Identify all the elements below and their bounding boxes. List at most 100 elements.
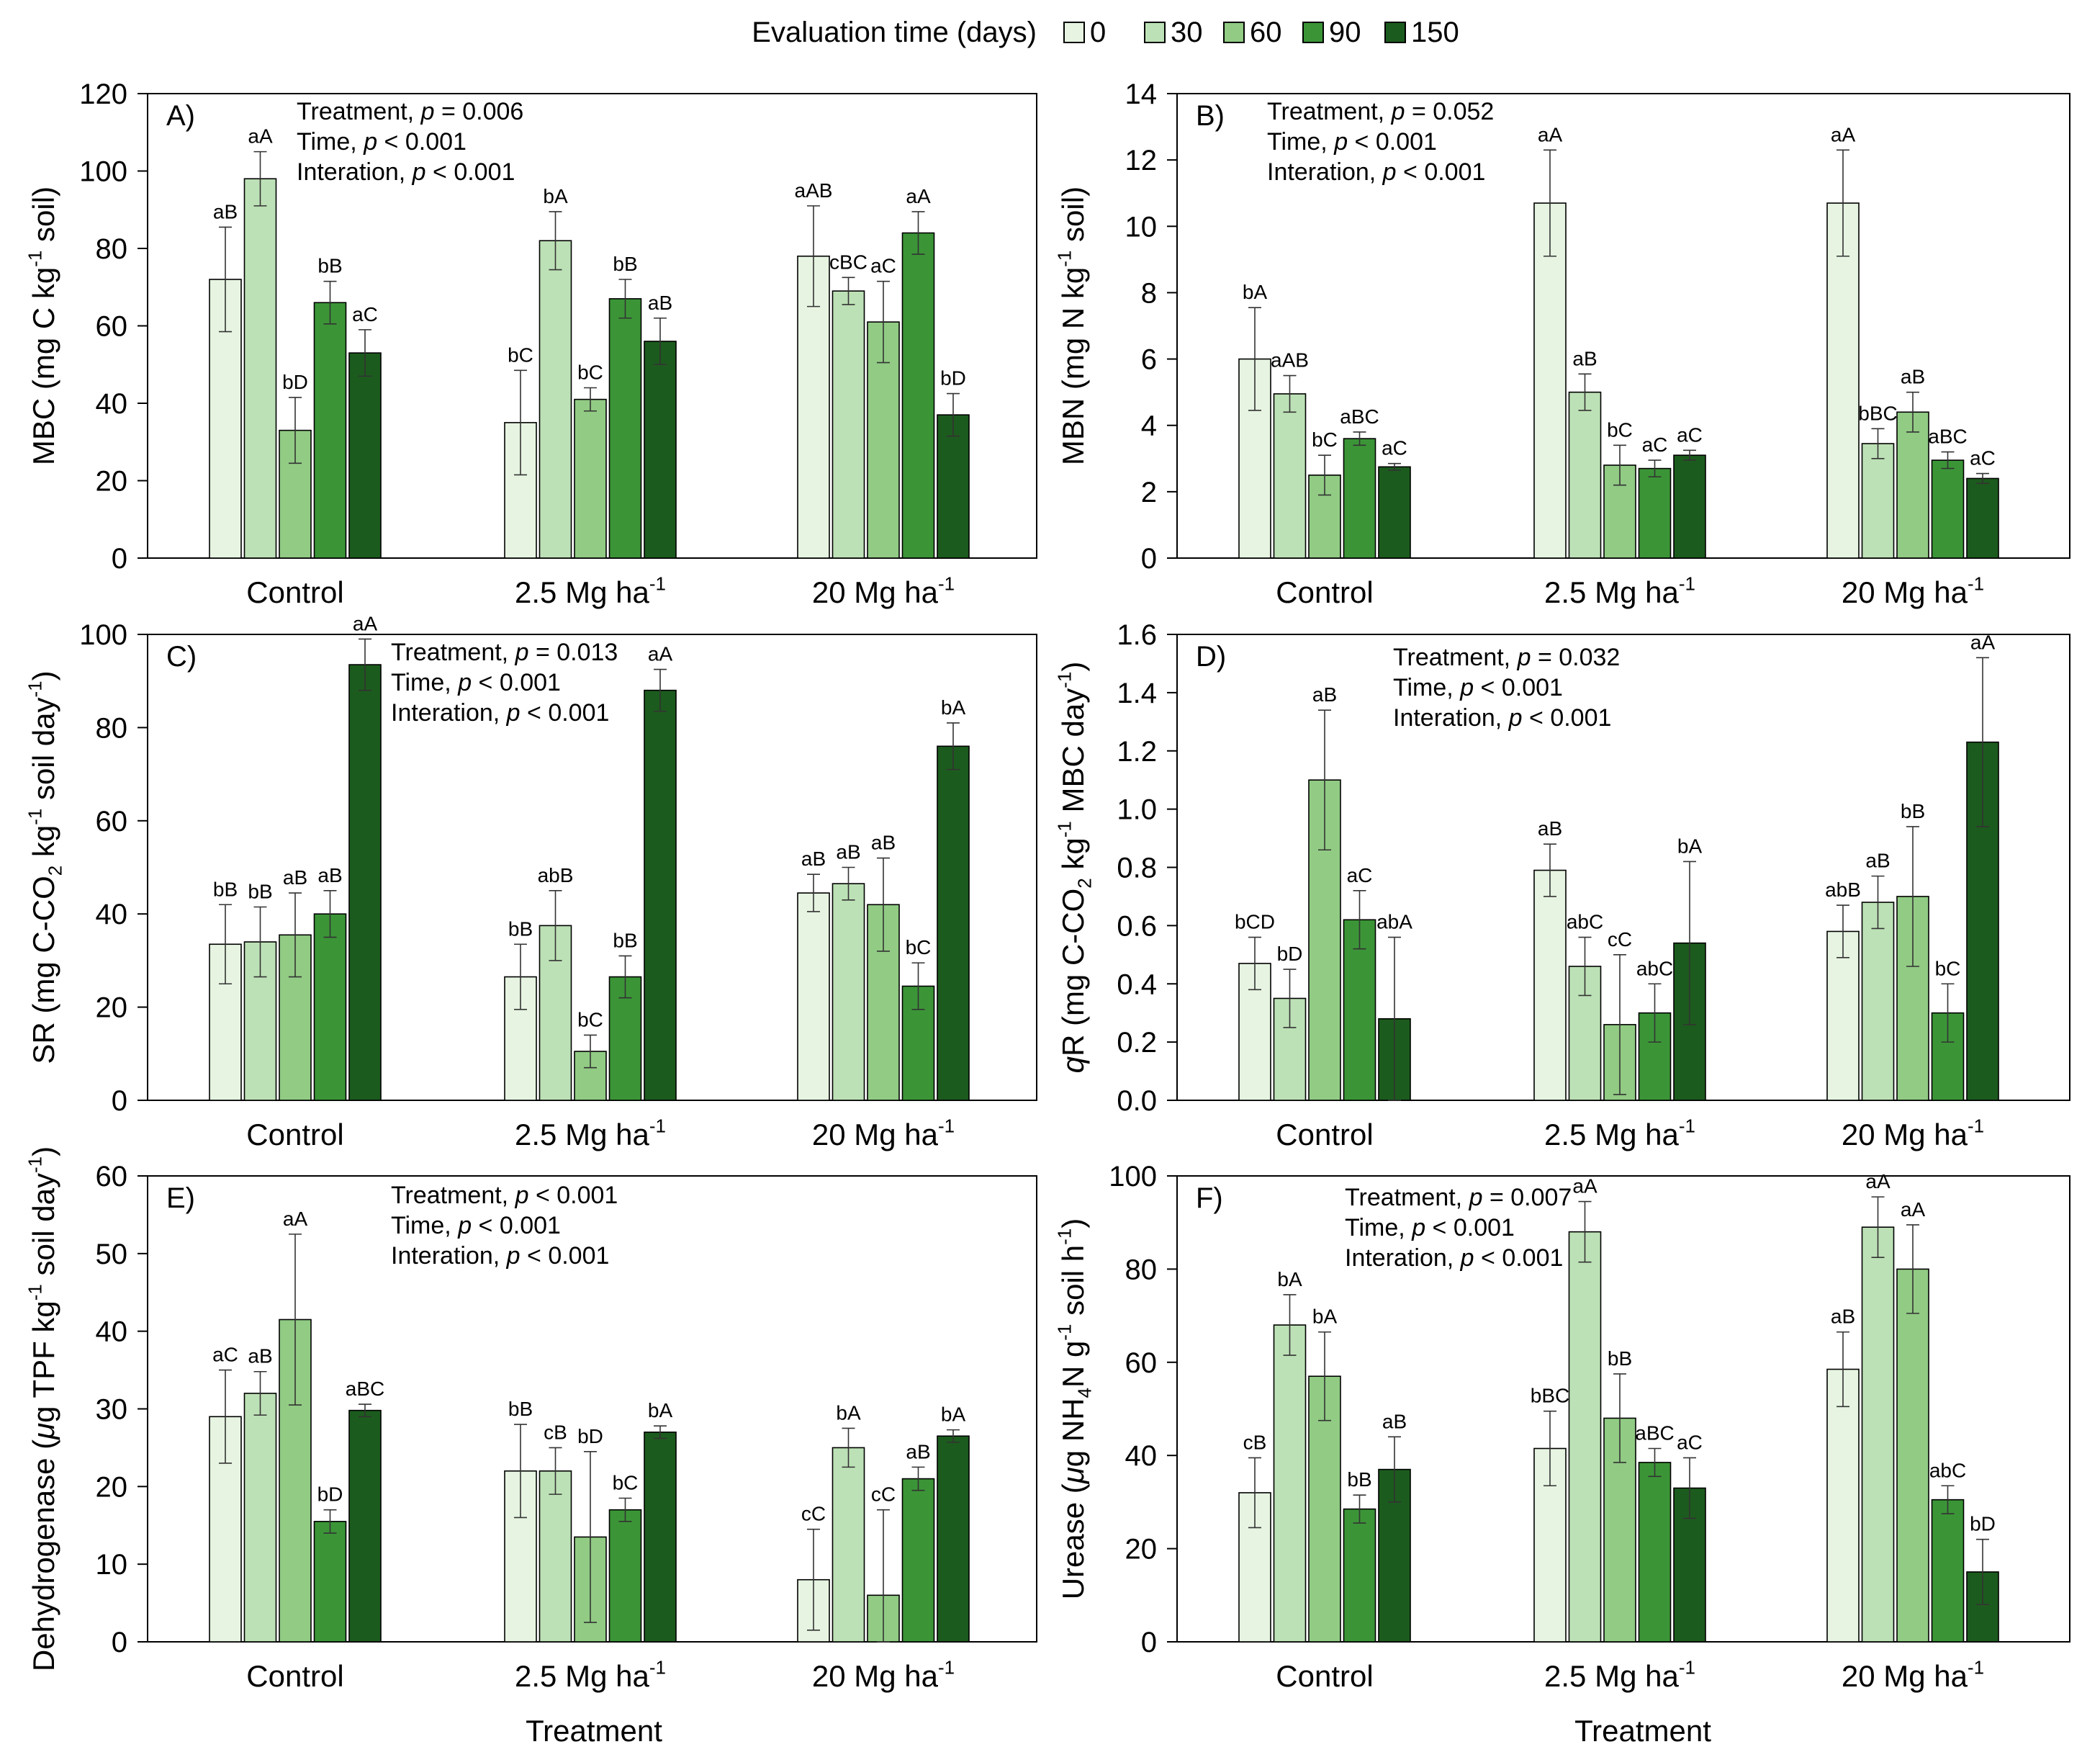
category-label: 20 Mg ha-1 bbox=[812, 572, 955, 609]
bar bbox=[608, 1509, 642, 1643]
y-tick-label: 20 bbox=[96, 466, 128, 498]
legend-title: Evaluation time (days) bbox=[752, 17, 1037, 48]
y-axis-label: Dehydrogenase (μg TPF kg-1 soil day-1) bbox=[24, 1146, 60, 1671]
significance-letter: abC bbox=[1636, 957, 1673, 979]
bar bbox=[1638, 1462, 1672, 1643]
significance-letter: aA bbox=[248, 125, 273, 148]
legend-swatch-60 bbox=[1223, 22, 1245, 43]
legend-label-150: 150 bbox=[1411, 17, 1459, 48]
bar bbox=[538, 1470, 572, 1643]
significance-letter: aA bbox=[283, 1208, 308, 1230]
legend-swatch-150 bbox=[1384, 22, 1406, 43]
panel-A: 0 20 40 60 80 100 120 MBC (mg C kg-1 soil) A) Tre… bbox=[24, 78, 1037, 609]
x-axis-title-left: Treatment bbox=[526, 1714, 662, 1748]
y-tick-label: 6 bbox=[1141, 344, 1157, 376]
significance-letter: aB bbox=[213, 200, 238, 223]
y-tick-label: 0.4 bbox=[1117, 969, 1157, 1000]
bar bbox=[574, 398, 607, 559]
stats-line: Time, p < 0.001 bbox=[391, 669, 561, 696]
significance-letter: bA bbox=[1312, 1306, 1338, 1328]
stats-line: Interation, p < 0.001 bbox=[1267, 158, 1485, 186]
y-tick-label: 20 bbox=[96, 1471, 128, 1503]
y-tick-label: 40 bbox=[1125, 1440, 1158, 1472]
y-tick-label: 20 bbox=[96, 992, 128, 1024]
significance-letter: bD bbox=[1277, 943, 1303, 965]
stats-line: Treatment, p = 0.032 bbox=[1393, 644, 1620, 671]
significance-letter: cBC bbox=[829, 251, 868, 273]
significance-letter: bD bbox=[282, 371, 308, 393]
category-label: 20 Mg ha-1 bbox=[812, 1115, 955, 1151]
significance-letter: aB bbox=[1572, 347, 1597, 369]
stats-line: Treatment, p < 0.001 bbox=[391, 1182, 618, 1209]
legend-swatch-90 bbox=[1302, 22, 1324, 43]
bar bbox=[1273, 1324, 1307, 1643]
significance-letter: bC bbox=[613, 1472, 639, 1494]
significance-letter: bC bbox=[508, 343, 533, 366]
y-axis-label: qR (mg C-CO2 kg-1 MBC day-1) bbox=[1053, 662, 1095, 1074]
y-tick-label: 14 bbox=[1125, 78, 1158, 110]
bar bbox=[901, 232, 935, 559]
significance-letter: aB bbox=[1831, 1306, 1855, 1328]
stats-line: Interation, p < 0.001 bbox=[391, 1242, 609, 1270]
bar bbox=[832, 1447, 865, 1643]
x-axis-title-right: Treatment bbox=[1574, 1714, 1711, 1748]
bar bbox=[1931, 1499, 1965, 1643]
category-label: 20 Mg ha-1 bbox=[812, 1656, 955, 1693]
bar bbox=[1826, 1368, 1860, 1643]
bar bbox=[1533, 869, 1567, 1101]
significance-letter: aB bbox=[906, 1440, 930, 1463]
legend-label-30: 30 bbox=[1171, 17, 1203, 48]
stats-line: Treatment, p = 0.052 bbox=[1267, 98, 1494, 125]
significance-letter: bCD bbox=[1235, 911, 1275, 933]
significance-letter: aA bbox=[1538, 123, 1563, 145]
category-label: Control bbox=[246, 575, 343, 609]
significance-letter: bC bbox=[577, 361, 603, 384]
y-tick-label: 100 bbox=[1109, 1161, 1157, 1192]
y-tick-label: 100 bbox=[79, 156, 127, 188]
bar bbox=[538, 240, 572, 559]
bar bbox=[644, 1432, 677, 1643]
bar bbox=[243, 178, 277, 559]
significance-letter: bB bbox=[248, 880, 272, 902]
bar bbox=[1378, 466, 1411, 559]
significance-letter: bD bbox=[577, 1425, 603, 1447]
bar bbox=[608, 298, 642, 559]
y-tick-label: 20 bbox=[1125, 1534, 1158, 1565]
stats-line: Time, p < 0.001 bbox=[297, 128, 467, 156]
significance-letter: bA bbox=[543, 185, 568, 207]
y-tick-label: 40 bbox=[96, 1316, 128, 1348]
significance-letter: aA bbox=[1831, 123, 1856, 145]
y-tick-label: 80 bbox=[1125, 1254, 1158, 1285]
panel-label: C) bbox=[166, 641, 197, 673]
y-tick-label: 40 bbox=[96, 899, 128, 930]
significance-letter: aB bbox=[1382, 1410, 1407, 1432]
significance-letter: bB bbox=[1901, 800, 1925, 822]
significance-letter: bC bbox=[577, 1008, 603, 1030]
y-tick-label: 0.8 bbox=[1117, 853, 1157, 884]
y-tick-label: 0 bbox=[112, 543, 127, 575]
y-tick-label: 0 bbox=[112, 1627, 127, 1658]
significance-letter: aB bbox=[648, 292, 672, 314]
significance-letter: aB bbox=[1312, 683, 1337, 706]
category-label: 20 Mg ha-1 bbox=[1842, 1115, 1984, 1151]
significance-letter: aBC bbox=[1635, 1421, 1674, 1444]
y-tick-label: 0 bbox=[1141, 1627, 1157, 1658]
significance-letter: bB bbox=[317, 255, 342, 277]
y-axis-label: MBC (mg C kg-1 soil) bbox=[24, 187, 60, 465]
bar bbox=[1966, 477, 1999, 559]
significance-letter: aC bbox=[1677, 423, 1703, 446]
y-tick-label: 80 bbox=[96, 233, 128, 265]
significance-letter: bD bbox=[1970, 1513, 1996, 1535]
category-label: Control bbox=[1276, 575, 1373, 609]
significance-letter: aB bbox=[801, 848, 826, 870]
significance-letter: bA bbox=[648, 1399, 673, 1421]
panel-D: 0.0 0.2 0.4 0.6 0.8 1.0 1.2 1.4 1.6 qR (mg C-CO2 … bbox=[1053, 619, 2070, 1151]
bar bbox=[538, 925, 572, 1101]
y-tick-label: 0 bbox=[1141, 543, 1157, 575]
significance-letter: aB bbox=[317, 864, 342, 886]
bar bbox=[937, 1435, 970, 1643]
significance-letter: aC bbox=[212, 1344, 238, 1366]
y-axis-label: MBN (mg N kg-1 soil) bbox=[1053, 187, 1090, 465]
significance-letter: cC bbox=[801, 1503, 826, 1525]
